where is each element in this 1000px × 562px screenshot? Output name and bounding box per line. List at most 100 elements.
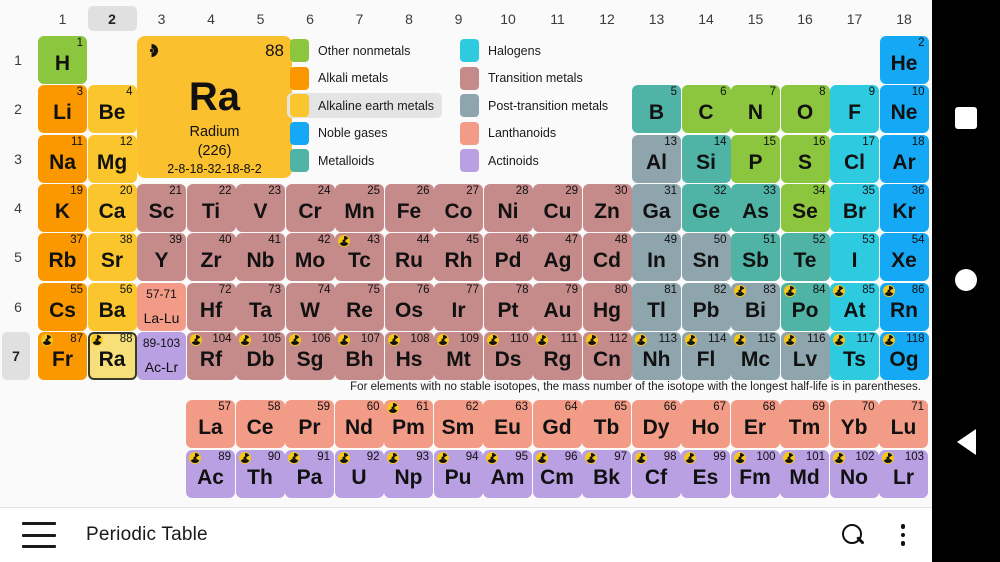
element-cell-In[interactable]: 49 In bbox=[632, 233, 681, 282]
element-cell-Lr[interactable]: 103 Lr bbox=[879, 449, 928, 498]
element-cell-Mc[interactable]: 115 Mc bbox=[731, 331, 780, 380]
legend-item-actinoids[interactable]: Actinoids bbox=[460, 148, 539, 173]
element-cell-As[interactable]: 33 As bbox=[731, 183, 780, 232]
element-cell-Mg[interactable]: 12 Mg bbox=[87, 134, 137, 183]
element-cell-Xe[interactable]: 54 Xe bbox=[879, 233, 929, 282]
element-cell-Fl[interactable]: 114 Fl bbox=[681, 331, 731, 380]
search-icon[interactable] bbox=[840, 522, 866, 548]
element-cell-Tl[interactable]: 81 Tl bbox=[632, 282, 681, 331]
element-cell-Pd[interactable]: 46 Pd bbox=[483, 233, 533, 282]
element-cell-Sn[interactable]: 50 Sn bbox=[681, 233, 731, 282]
legend-item-halogens[interactable]: Halogens bbox=[460, 38, 541, 63]
element-cell-Tm[interactable]: 69 Tm bbox=[780, 400, 829, 448]
element-cell-Ni[interactable]: 28 Ni bbox=[483, 183, 533, 232]
element-cell-Nd[interactable]: 60 Nd bbox=[334, 400, 384, 448]
element-cell-Mt[interactable]: 109 Mt bbox=[434, 331, 483, 380]
element-cell-Fr[interactable]: 87 Fr bbox=[38, 331, 87, 380]
element-cell-Pm[interactable]: 61 Pm bbox=[384, 400, 433, 448]
column-header-17[interactable]: 17 bbox=[846, 10, 863, 27]
element-cell-Ts[interactable]: 117 Ts bbox=[830, 331, 879, 380]
element-cell-Gd[interactable]: 64 Gd bbox=[532, 400, 582, 448]
legend-item-other-nonmetals[interactable]: Other nonmetals bbox=[290, 38, 410, 63]
element-cell-Be[interactable]: 4 Be bbox=[87, 85, 137, 134]
kebab-menu-icon[interactable] bbox=[892, 522, 914, 548]
element-cell-Tb[interactable]: 65 Tb bbox=[582, 400, 631, 448]
element-cell-Ds[interactable]: 110 Ds bbox=[483, 331, 533, 380]
column-header-4[interactable]: 4 bbox=[207, 10, 215, 27]
element-cell-Am[interactable]: 95 Am bbox=[483, 449, 532, 498]
element-cell-Rg[interactable]: 111 Rg bbox=[533, 331, 582, 380]
element-detail-card[interactable]: 88 Ra Radium (226) 2-8-18-32-18-8-2 bbox=[137, 36, 292, 178]
element-cell-Sg[interactable]: 106 Sg bbox=[285, 331, 335, 380]
element-cell-Kr[interactable]: 36 Kr bbox=[879, 183, 929, 232]
element-cell-Np[interactable]: 93 Np bbox=[384, 449, 433, 498]
legend-item-noble-gases[interactable]: Noble gases bbox=[290, 121, 388, 146]
element-cell-Hg[interactable]: 80 Hg bbox=[582, 282, 632, 331]
element-cell-Br[interactable]: 35 Br bbox=[830, 183, 879, 232]
element-cell-Bh[interactable]: 107 Bh bbox=[335, 331, 384, 380]
element-cell-Pa[interactable]: 91 Pa bbox=[285, 449, 334, 498]
element-cell-Lv[interactable]: 116 Lv bbox=[780, 331, 830, 380]
element-cell-Ce[interactable]: 58 Ce bbox=[235, 400, 285, 448]
element-cell-Dy[interactable]: 66 Dy bbox=[631, 400, 681, 448]
element-cell-Ho[interactable]: 67 Ho bbox=[681, 400, 730, 448]
element-cell-Cu[interactable]: 29 Cu bbox=[533, 183, 582, 232]
element-cell-Te[interactable]: 52 Te bbox=[780, 233, 830, 282]
element-cell-Cf[interactable]: 98 Cf bbox=[631, 449, 681, 498]
legend-item-metalloids[interactable]: Metalloids bbox=[290, 148, 374, 173]
element-cell-Zr[interactable]: 40 Zr bbox=[186, 233, 236, 282]
element-cell-Ga[interactable]: 31 Ga bbox=[632, 183, 681, 232]
element-cell-Sm[interactable]: 62 Sm bbox=[433, 400, 483, 448]
element-cell-Bi[interactable]: 83 Bi bbox=[731, 282, 780, 331]
row-header-6[interactable]: 6 bbox=[14, 298, 22, 315]
element-cell-Si[interactable]: 14 Si bbox=[681, 134, 731, 183]
column-header-2[interactable]: 2 bbox=[87, 6, 137, 31]
element-cell-Cm[interactable]: 96 Cm bbox=[532, 449, 582, 498]
element-cell-Ne[interactable]: 10 Ne bbox=[879, 85, 929, 134]
element-cell-Ru[interactable]: 44 Ru bbox=[384, 233, 434, 282]
legend-item-lanthanoids[interactable]: Lanthanoids bbox=[460, 121, 556, 146]
element-cell-Ca[interactable]: 20 Ca bbox=[87, 183, 137, 232]
element-cell-Md[interactable]: 101 Md bbox=[780, 449, 829, 498]
element-cell-Pb[interactable]: 82 Pb bbox=[681, 282, 731, 331]
column-header-11[interactable]: 11 bbox=[550, 10, 565, 27]
column-header-6[interactable]: 6 bbox=[306, 10, 314, 27]
element-cell-Cs[interactable]: 55 Cs bbox=[38, 282, 87, 331]
element-cell-Os[interactable]: 76 Os bbox=[384, 282, 434, 331]
element-cell-Po[interactable]: 84 Po bbox=[780, 282, 830, 331]
element-cell-Re[interactable]: 75 Re bbox=[335, 282, 384, 331]
element-cell-Na[interactable]: 11 Na bbox=[38, 134, 87, 183]
column-header-13[interactable]: 13 bbox=[648, 10, 665, 27]
element-cell-Er[interactable]: 68 Er bbox=[730, 400, 780, 448]
element-cell-Th[interactable]: 90 Th bbox=[235, 449, 285, 498]
element-cell-Cr[interactable]: 24 Cr bbox=[285, 183, 335, 232]
element-cell-Nb[interactable]: 41 Nb bbox=[236, 233, 285, 282]
element-cell-Ge[interactable]: 32 Ge bbox=[681, 183, 731, 232]
element-cell-P[interactable]: 15 P bbox=[731, 134, 780, 183]
element-cell-La[interactable]: 57 La bbox=[186, 400, 235, 448]
element-cell-Li[interactable]: 3 Li bbox=[38, 85, 87, 134]
element-cell-U[interactable]: 92 U bbox=[334, 449, 384, 498]
element-cell-Cd[interactable]: 48 Cd bbox=[582, 233, 632, 282]
column-header-3[interactable]: 3 bbox=[157, 10, 166, 27]
element-cell-Se[interactable]: 34 Se bbox=[780, 183, 830, 232]
element-cell-Rh[interactable]: 45 Rh bbox=[434, 233, 483, 282]
element-cell-S[interactable]: 16 S bbox=[780, 134, 830, 183]
element-cell-Ta[interactable]: 73 Ta bbox=[236, 282, 285, 331]
element-cell-Sr[interactable]: 38 Sr bbox=[87, 233, 137, 282]
element-cell-Lu[interactable]: 71 Lu bbox=[879, 400, 928, 448]
element-cell-Rf[interactable]: 104 Rf bbox=[186, 331, 236, 380]
column-header-7[interactable]: 7 bbox=[355, 10, 364, 27]
column-header-14[interactable]: 14 bbox=[698, 10, 714, 27]
legend-item-post-transition-metals[interactable]: Post-transition metals bbox=[460, 93, 608, 118]
column-header-8[interactable]: 8 bbox=[405, 10, 413, 27]
legend-item-alkali-metals[interactable]: Alkali metals bbox=[290, 66, 388, 91]
row-header-7[interactable]: 7 bbox=[2, 331, 30, 380]
element-cell-He[interactable]: 2 He bbox=[879, 36, 929, 84]
element-cell-I[interactable]: 53 I bbox=[830, 233, 879, 282]
